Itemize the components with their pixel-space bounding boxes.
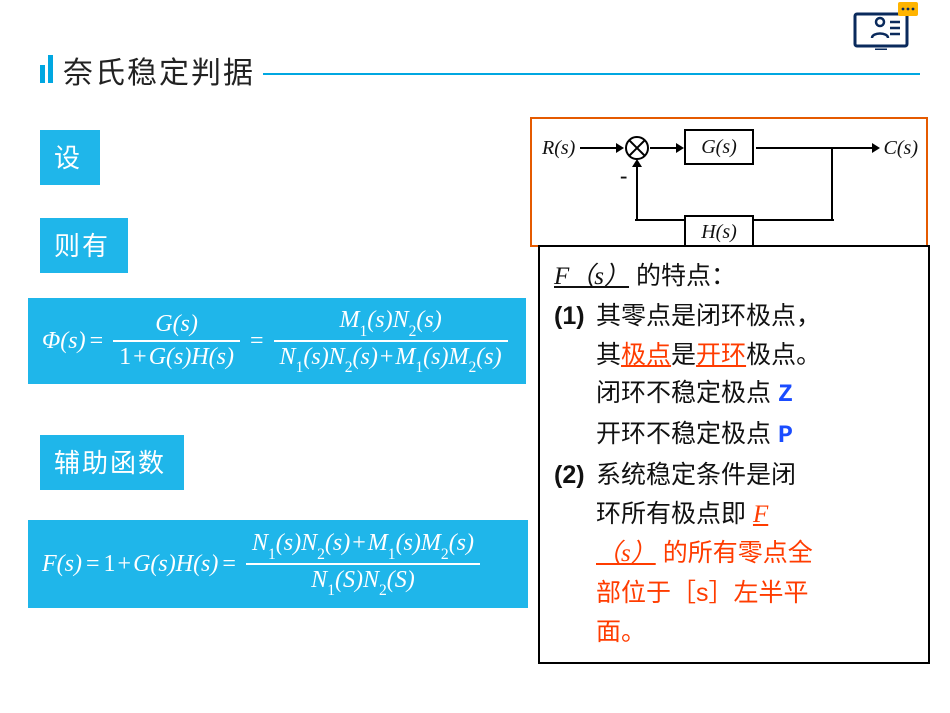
f-lhs: F(s) [42,551,82,578]
page-title: 奈氏稳定判据 [63,48,255,92]
tag-aux-function: 辅助函数 [40,435,184,490]
phi-frac-1: G(s) 1+G(s)H(s) [113,309,240,373]
f-gh: G(s)H(s) [133,551,218,578]
phi-f2-num: M1(s)N2(s) [333,305,447,340]
tag-assume: 设 [40,130,100,185]
f-frac: N1(s)N2(s)+M1(s)M2(s) N1(S)N2(S) [246,528,480,599]
diagram-H-block: H(s) [684,215,754,249]
diagram-G-block: G(s) [684,129,754,165]
notes-line-4: 开环不稳定极点 P [596,415,920,456]
phi-frac-2: M1(s)N2(s) N1(s)N2(s)+M1(s)M2(s) [274,305,508,376]
f-den: N1(S)N2(S) [305,565,421,600]
summing-junction-icon [624,135,650,161]
notes-line-3: 闭环不稳定极点 Z [596,374,920,415]
plus-1: + [118,551,132,578]
notes-line-8: 部位于［s］左半平 [596,574,920,613]
title-accent-bars [40,55,53,83]
tag-then: 则有 [40,218,128,273]
f-num: N1(s)N2(s)+M1(s)M2(s) [246,528,480,563]
diagram-C-label: C(s) [884,137,918,160]
page-title-row: 奈氏稳定判据 [40,48,920,92]
phi-f1-den: 1+G(s)H(s) [113,342,240,373]
notes-line-7: （s） 的所有零点全 [596,534,920,574]
notes-item-2: (2) 系统稳定条件是闭 [554,456,920,495]
diagram-minus: - [620,163,627,189]
equals-4: = [222,551,236,578]
phi-lhs: Φ(s) [42,328,86,355]
notes-line-9: 面。 [596,613,920,652]
f-one: 1 [104,551,116,578]
block-diagram: R(s) - G(s) C(s) H(s) [530,117,928,247]
phi-formula: Φ(s) = G(s) 1+G(s)H(s) = M1(s)N2(s) N1(s… [28,298,526,384]
phi-f1-num: G(s) [149,309,204,340]
diagram-R-label: R(s) [542,137,575,160]
notes-item-1: (1) 其零点是闭环极点， [554,297,920,336]
equals-2: = [250,328,264,355]
lecture-icon [850,0,920,50]
notes-panel: F（s） 的特点： (1) 其零点是闭环极点， 其极点是开环极点。 闭环不稳定极… [538,245,930,664]
title-underline [263,73,920,75]
arrow-up-icon [632,159,642,167]
phi-f2-den: N1(s)N2(s)+M1(s)M2(s) [274,342,508,377]
equals-1: = [90,328,104,355]
equals-3: = [86,551,100,578]
notes-line-6: 环所有极点即 F [596,495,920,535]
f-formula: F(s) = 1 + G(s)H(s) = N1(s)N2(s)+M1(s)M2… [28,520,528,608]
notes-line-2: 其极点是开环极点。 [596,336,920,375]
notes-heading: F（s） 的特点： [554,257,920,297]
